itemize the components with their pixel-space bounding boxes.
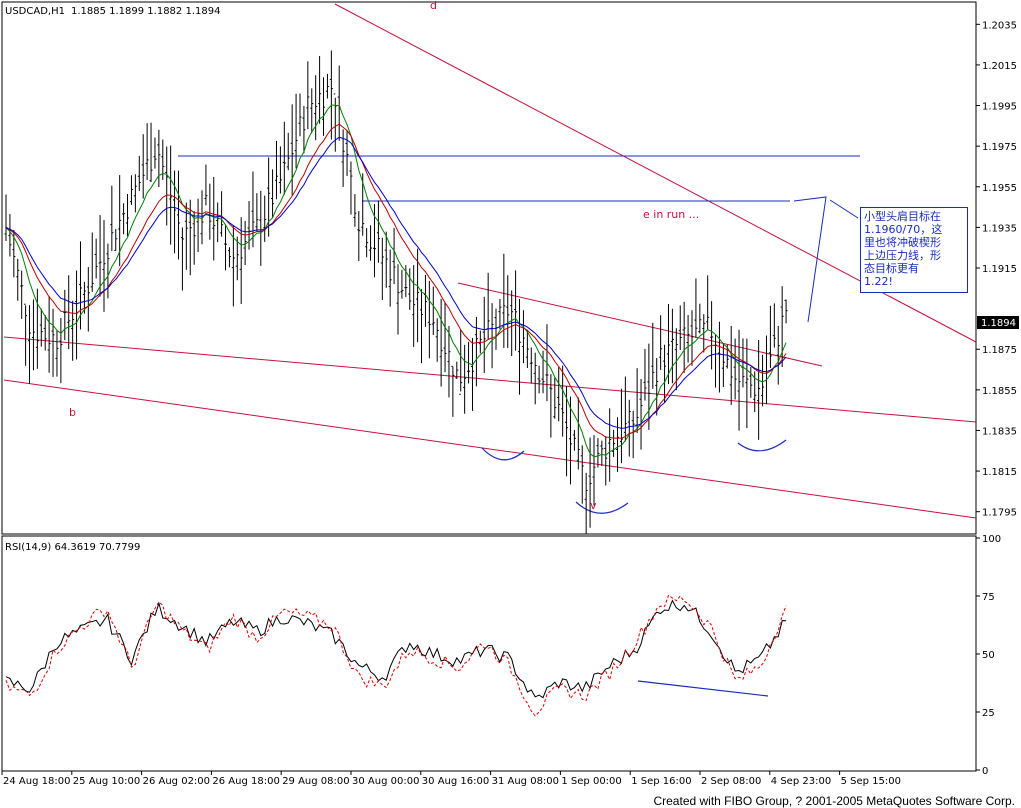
rsi-tick-label: 75: [982, 592, 995, 603]
time-tick-label: 5 Sep 15:00: [841, 776, 901, 787]
time-tick-label: 4 Sep 23:00: [771, 776, 831, 787]
symbol-label: USDCAD,H1: [5, 6, 65, 17]
price-tick-label: 1.1815: [982, 467, 1017, 478]
price-axis: 1.2035 1.2015 1.1995 1.1975 1.1955 1.1935 1.19…: [976, 20, 1017, 519]
rsi-pane-frame: [1, 535, 977, 772]
moving-averages: [5, 104, 787, 458]
ohlc-label: 1.1885 1.1899 1.1882 1.1894: [71, 6, 221, 17]
price-tick-label: 1.1855: [982, 386, 1017, 397]
price-tick-label: 1.1795: [982, 508, 1017, 519]
ma-mid-line: [5, 123, 787, 439]
rsi-tick-label: 100: [982, 534, 1001, 545]
rsi-signal-line: [5, 594, 787, 717]
wave-label-v: v: [590, 499, 597, 512]
price-tick-label: 1.1915: [982, 264, 1017, 275]
current-price-tag: [977, 316, 1019, 329]
rsi-tick-label: 25: [982, 708, 995, 719]
time-tick-label: 29 Aug 08:00: [282, 776, 349, 787]
price-tick-label: 1.2035: [982, 20, 1017, 31]
rsi-tick-label: 0: [982, 766, 988, 777]
time-tick-label: 1 Sep 16:00: [631, 776, 691, 787]
time-tick-label: 25 Aug 10:00: [73, 776, 140, 787]
time-tick-label: 26 Aug 02:00: [143, 776, 210, 787]
price-tick-label: 1.1835: [982, 426, 1017, 437]
ma-slow-line: [5, 136, 787, 429]
ma-fast-line: [5, 104, 787, 458]
projection-arrow: [793, 196, 827, 323]
rsi-tick-label: 50: [982, 650, 995, 661]
wave-label-e: e in run ...: [643, 208, 699, 221]
chart-header: USDCAD,H1 1.1885 1.1899 1.1882 1.1894: [5, 6, 220, 17]
annotation-note: 小型头肩目标在 1.1960/70，这 里也将冲破楔形 上边压力线，形 态目标更…: [860, 207, 968, 293]
rsi-lines: [5, 594, 787, 717]
rsi-axis: 100 75 50 25 0: [976, 534, 1001, 777]
wave-label-d: d: [430, 0, 437, 12]
time-tick-label: 24 Aug 18:00: [3, 776, 70, 787]
time-tick-label: 30 Aug 16:00: [422, 776, 489, 787]
price-tick-label: 1.2015: [982, 61, 1017, 72]
time-tick-label: 1 Sep 00:00: [561, 776, 621, 787]
trendline-channel-bottom: [3, 379, 977, 519]
time-tick-label: 31 Aug 08:00: [492, 776, 559, 787]
time-tick-label: 30 Aug 00:00: [352, 776, 419, 787]
price-tick-label: 1.1955: [982, 183, 1017, 194]
footer-credit: Created with FIBO Group, ? 2001-2005 Met…: [653, 794, 1015, 808]
note-pointer: [829, 199, 859, 219]
price-tick-label: 1.1935: [982, 223, 1017, 234]
time-axis: 24 Aug 18:00 25 Aug 10:00 26 Aug 02:00 26 A…: [1, 771, 901, 787]
time-tick-label: 2 Sep 08:00: [701, 776, 761, 787]
rsi-line: [5, 599, 787, 699]
trendline-neckline: [457, 282, 823, 367]
price-bars: [4, 50, 788, 535]
head-arc: [575, 501, 629, 514]
time-tick-label: 26 Aug 18:00: [212, 776, 279, 787]
trend-lines: [3, 3, 977, 519]
price-tick-label: 1.1975: [982, 142, 1017, 153]
rsi-divergence-line: [637, 680, 769, 697]
left-shoulder-arc: [481, 447, 525, 461]
price-tick-label: 1.1995: [982, 102, 1017, 113]
current-price-label: 1.1894: [981, 318, 1016, 329]
trendline-channel-top: [3, 336, 977, 423]
wave-label-b: b: [69, 406, 76, 419]
rsi-header: RSI(14,9) 64.3619 70.7799: [5, 542, 140, 553]
price-tick-label: 1.1875: [982, 345, 1017, 356]
pattern-arcs: [481, 439, 787, 697]
right-shoulder-arc: [737, 439, 787, 452]
